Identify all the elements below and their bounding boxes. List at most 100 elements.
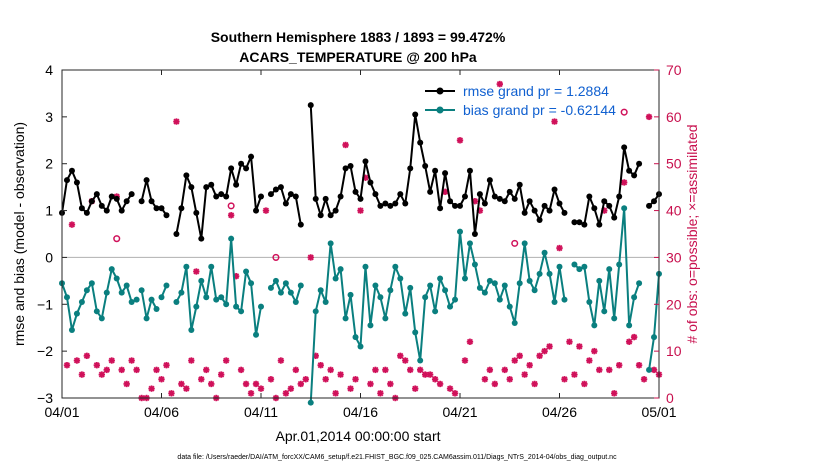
bias-point — [616, 261, 623, 268]
bias-point — [397, 275, 404, 282]
x-tick-label: 04/26 — [542, 404, 577, 420]
bias-point — [347, 291, 354, 298]
y-right-tick-label: 10 — [666, 343, 682, 359]
obs-assimilated-marker — [332, 390, 339, 397]
bias-point — [148, 296, 155, 303]
bias-point — [98, 315, 105, 322]
y-right-tick-label: 20 — [666, 296, 682, 312]
obs-possible-marker — [511, 239, 519, 247]
obs-assimilated-marker — [158, 376, 165, 383]
obs-assimilated-marker — [407, 366, 414, 374]
rmse-point — [571, 219, 578, 226]
obs-assimilated-marker — [372, 366, 379, 374]
y-tick-label: −1 — [37, 296, 53, 312]
obs-possible-marker — [227, 202, 235, 210]
rmse-point — [158, 205, 165, 212]
bias-point — [551, 298, 558, 305]
bias-point — [511, 320, 518, 327]
obs-assimilated-marker — [640, 376, 648, 383]
rmse-point — [591, 205, 598, 212]
y-tick-label: 3 — [45, 109, 53, 125]
rmse-point — [103, 207, 110, 214]
obs-assimilated-marker — [645, 113, 653, 121]
y-right-tick-label: 60 — [666, 109, 682, 125]
obs-assimilated-marker — [591, 347, 598, 355]
obs-assimilated-marker — [208, 380, 215, 388]
rmse-point — [536, 216, 543, 223]
obs-assimilated-marker — [168, 390, 175, 397]
bias-point — [267, 284, 274, 291]
rmse-point — [272, 186, 279, 193]
bias-point — [601, 308, 608, 315]
bias-point — [153, 305, 160, 312]
obs-assimilated-marker — [367, 380, 374, 388]
rmse-point — [352, 188, 359, 195]
bias-point — [292, 298, 299, 305]
obs-assimilated-marker — [302, 376, 309, 383]
y-axis-right-label: # of obs: o=possible; ×=assimilated — [684, 124, 700, 343]
bias-point — [188, 327, 195, 334]
rmse-point — [357, 195, 364, 202]
bias-point — [203, 294, 210, 301]
x-tick-label: 04/11 — [244, 404, 278, 420]
obs-assimilated-marker — [257, 385, 265, 392]
rmse-point — [506, 188, 513, 195]
rmse-point — [198, 235, 205, 242]
obs-assimilated-marker — [352, 376, 359, 383]
obs-assimilated-marker — [551, 118, 558, 125]
obs-assimilated-marker — [108, 357, 115, 364]
rmse-point — [287, 191, 294, 198]
rmse-point — [73, 179, 80, 186]
rmse-point — [123, 198, 130, 205]
obs-assimilated-marker — [576, 343, 583, 350]
rmse-point — [282, 200, 289, 207]
rmse-point — [362, 158, 369, 165]
rmse-point — [332, 207, 339, 214]
bias-point — [586, 298, 593, 305]
bias-point — [78, 298, 85, 305]
rmse-point — [193, 209, 200, 216]
bias-point — [243, 268, 250, 275]
obs-assimilated-marker — [581, 380, 588, 388]
bias-point — [198, 277, 205, 284]
bias-point — [238, 308, 245, 315]
bias-point — [223, 301, 230, 308]
rmse-point — [551, 186, 558, 193]
rmse-point — [178, 205, 185, 212]
rmse-point — [402, 200, 409, 207]
rmse-point — [576, 219, 583, 226]
bias-point — [422, 294, 429, 301]
rmse-point — [621, 144, 628, 151]
rmse-point — [243, 165, 250, 172]
y-axis-label: rmse and bias (model - observation) — [11, 122, 27, 346]
rmse-point — [466, 167, 473, 174]
obs-assimilated-marker — [625, 338, 633, 345]
rmse-point — [292, 193, 299, 200]
rmse-point — [581, 221, 588, 228]
bias-point — [521, 240, 528, 247]
rmse-point — [173, 231, 180, 237]
rmse-point — [347, 163, 354, 170]
bias-point — [277, 289, 284, 296]
obs-assimilated-marker — [83, 352, 91, 360]
bias-point — [591, 322, 598, 329]
bias-point — [407, 284, 414, 291]
obs-assimilated-marker — [426, 371, 434, 378]
obs-count-markers — [63, 80, 663, 402]
bias-point — [452, 296, 459, 303]
bias-point — [88, 280, 95, 287]
obs-possible-marker — [620, 108, 628, 116]
bias-point — [651, 334, 658, 341]
rmse-point — [258, 193, 264, 200]
rmse-point — [78, 205, 85, 212]
obs-assimilated-marker — [566, 338, 573, 345]
bias-point — [163, 282, 170, 289]
legend-rmse-marker — [436, 87, 444, 95]
bias-point — [536, 270, 543, 277]
bias-point — [193, 303, 200, 310]
bias-point — [297, 282, 304, 289]
rmse-point — [531, 207, 538, 214]
bias-point — [486, 277, 493, 284]
rmse-point — [317, 212, 324, 219]
